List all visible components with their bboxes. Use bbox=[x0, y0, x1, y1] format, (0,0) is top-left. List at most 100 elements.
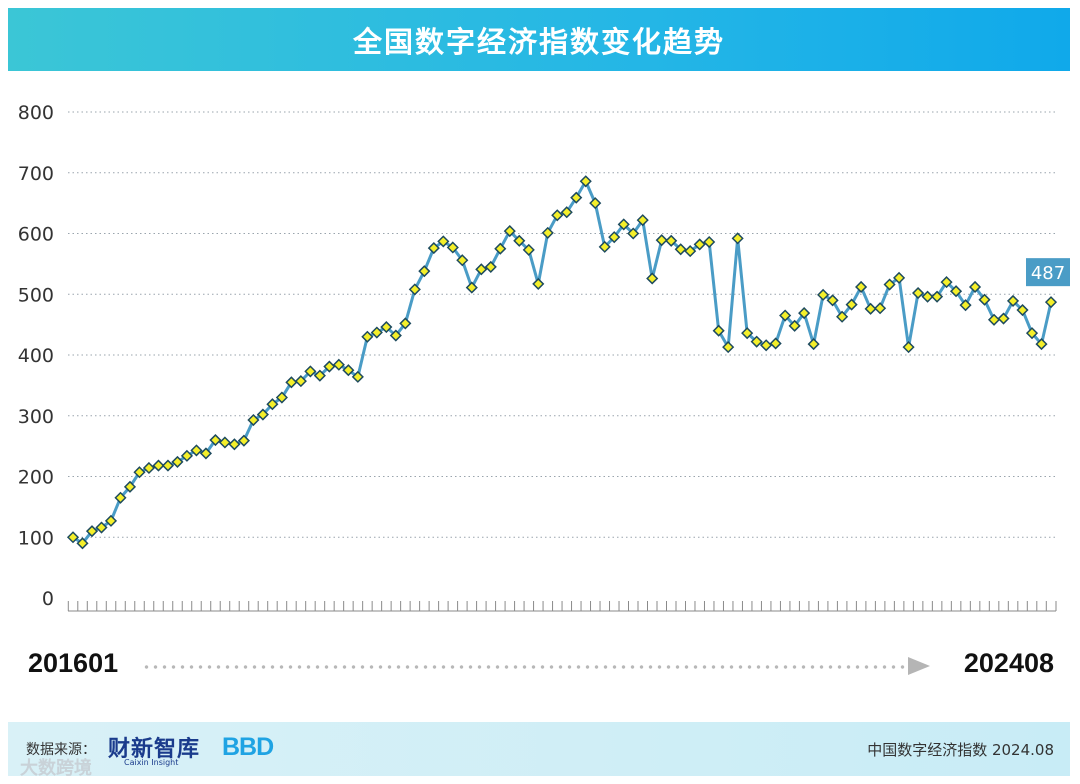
data-point bbox=[1044, 296, 1058, 309]
data-point bbox=[199, 447, 212, 460]
last-value-callout bbox=[1026, 258, 1070, 287]
data-point bbox=[133, 466, 146, 479]
data-point bbox=[323, 360, 336, 373]
data-point bbox=[845, 298, 858, 311]
data-point bbox=[209, 433, 222, 447]
data-point bbox=[874, 302, 887, 315]
data-point bbox=[579, 175, 592, 188]
y-tick-label-100: 100 bbox=[18, 527, 54, 549]
data-point bbox=[180, 449, 194, 462]
data-point bbox=[684, 245, 697, 258]
data-point bbox=[437, 235, 450, 248]
data-point bbox=[788, 319, 801, 332]
data-point bbox=[446, 241, 459, 254]
data-point bbox=[646, 272, 659, 285]
data-point bbox=[171, 455, 184, 468]
data-point bbox=[627, 227, 640, 240]
data-point bbox=[541, 226, 554, 239]
data-point bbox=[503, 225, 516, 238]
data-point bbox=[949, 285, 963, 298]
data-point bbox=[304, 365, 317, 378]
data-point bbox=[912, 286, 925, 300]
data-point bbox=[655, 234, 668, 247]
data-point bbox=[617, 218, 630, 231]
data-point bbox=[712, 324, 725, 337]
data-point bbox=[769, 337, 782, 350]
data-point bbox=[987, 313, 1001, 326]
data-point bbox=[978, 293, 991, 306]
data-point bbox=[779, 309, 792, 322]
data-point bbox=[351, 370, 364, 383]
data-point bbox=[589, 197, 602, 210]
data-point bbox=[836, 310, 849, 323]
line-chart: 0 100 200 300 400 500 600 700 800 487 bbox=[18, 102, 1070, 612]
data-point bbox=[703, 235, 716, 249]
data-point bbox=[921, 290, 934, 303]
data-point bbox=[380, 320, 393, 334]
data-point bbox=[883, 278, 896, 291]
data-point bbox=[418, 265, 431, 278]
data-point bbox=[475, 263, 488, 276]
data-point bbox=[332, 358, 345, 371]
data-point bbox=[930, 290, 944, 303]
data-point bbox=[1025, 327, 1039, 340]
y-tick-label-700: 700 bbox=[18, 163, 54, 185]
y-tick-label-300: 300 bbox=[18, 406, 54, 428]
data-point bbox=[123, 480, 137, 493]
bbd-logo: BBD bbox=[222, 733, 274, 761]
data-point bbox=[285, 376, 298, 389]
data-point bbox=[66, 531, 80, 544]
data-point bbox=[294, 375, 307, 388]
data-point bbox=[114, 491, 127, 504]
data-point bbox=[275, 391, 288, 404]
data-point bbox=[465, 281, 478, 294]
data-point bbox=[1035, 338, 1048, 351]
data-point bbox=[608, 231, 621, 244]
range-end-label: 202408 bbox=[963, 648, 1054, 678]
data-point bbox=[760, 339, 773, 352]
data-point bbox=[313, 369, 326, 382]
data-point bbox=[427, 242, 440, 255]
data-point bbox=[456, 254, 469, 267]
series-line bbox=[72, 179, 1053, 545]
data-point bbox=[237, 434, 250, 447]
data-point bbox=[408, 283, 421, 296]
data-point bbox=[389, 329, 402, 342]
data-point bbox=[342, 364, 355, 377]
data-point bbox=[247, 413, 260, 427]
data-point bbox=[1016, 303, 1029, 317]
title-bar: 全国数字经济指数变化趋势 bbox=[8, 8, 1070, 71]
data-point bbox=[636, 214, 649, 227]
data-point bbox=[361, 330, 374, 343]
last-value-label: 487 bbox=[1031, 263, 1065, 284]
data-point bbox=[598, 240, 611, 253]
data-point bbox=[893, 271, 906, 284]
data-point bbox=[560, 206, 573, 219]
data-point bbox=[750, 335, 763, 348]
data-point bbox=[722, 341, 735, 354]
data-point bbox=[817, 288, 830, 301]
data-point bbox=[190, 444, 203, 457]
data-point bbox=[104, 514, 118, 527]
data-point bbox=[95, 521, 108, 534]
index-note: 中国数字经济指数 2024.08 bbox=[867, 741, 1054, 759]
data-point bbox=[674, 243, 687, 256]
data-point bbox=[370, 326, 383, 339]
data-point bbox=[85, 525, 99, 538]
data-point bbox=[864, 302, 877, 315]
range-arrow-icon bbox=[908, 657, 930, 675]
data-point bbox=[902, 341, 915, 354]
data-point bbox=[399, 317, 412, 330]
data-point bbox=[731, 232, 744, 245]
y-tick-label-200: 200 bbox=[18, 467, 54, 489]
data-point bbox=[741, 327, 754, 340]
data-point bbox=[142, 461, 156, 475]
data-point bbox=[570, 191, 583, 204]
y-tick-label-500: 500 bbox=[18, 284, 54, 306]
data-point bbox=[826, 294, 839, 307]
data-point bbox=[256, 408, 269, 421]
y-tick-label-400: 400 bbox=[18, 345, 54, 367]
data-point bbox=[218, 436, 231, 449]
data-point bbox=[228, 438, 241, 451]
data-point bbox=[76, 537, 89, 550]
